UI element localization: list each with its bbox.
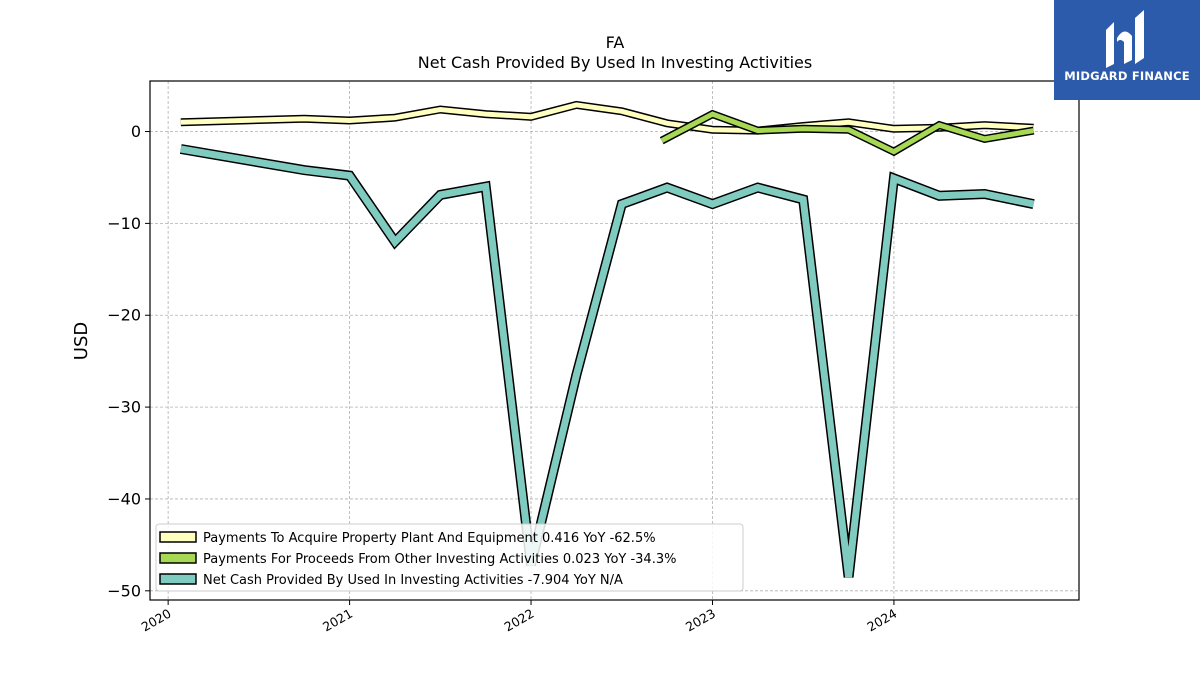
y-tick-label: 0 — [131, 122, 141, 141]
plot-frame — [149, 80, 1080, 601]
legend: Payments To Acquire Property Plant And E… — [155, 523, 744, 592]
y-tick-label: −10 — [107, 214, 141, 233]
series-line — [180, 145, 1035, 578]
legend-label: Payments For Proceeds From Other Investi… — [203, 552, 676, 567]
series-line — [660, 111, 1035, 155]
axes — [145, 80, 1080, 605]
chart-subtitle: Net Cash Provided By Used In Investing A… — [418, 53, 812, 72]
series-line-outline — [179, 144, 1035, 578]
x-tick-label: 2022 — [501, 606, 536, 635]
y-tick-label: −20 — [107, 306, 141, 325]
legend-swatch — [159, 531, 197, 543]
series-3 — [179, 144, 1035, 578]
series-layer — [179, 100, 1035, 578]
y-tick-label: −30 — [107, 398, 141, 417]
y-tick-label: −40 — [107, 489, 141, 508]
legend-label: Payments To Acquire Property Plant And E… — [203, 531, 656, 546]
midgard-finance-logo: MIDGARD FINANCE — [1054, 0, 1200, 100]
grid-lines — [150, 81, 1079, 600]
x-tick-label: 2020 — [139, 606, 174, 635]
y-tick-label: −50 — [107, 581, 141, 600]
series-1 — [180, 100, 1034, 135]
legend-item: Payments For Proceeds From Other Investi… — [159, 552, 676, 567]
series-line — [180, 102, 1034, 134]
series-2 — [659, 109, 1035, 157]
logo-mark-icon — [1106, 10, 1144, 68]
legend-item: Payments To Acquire Property Plant And E… — [159, 531, 656, 546]
legend-swatch — [159, 552, 197, 564]
x-tick-label: 2021 — [320, 606, 355, 635]
legend-item: Net Cash Provided By Used In Investing A… — [159, 573, 623, 588]
x-tick-label: 2023 — [683, 606, 718, 635]
logo-text: MIDGARD FINANCE — [1064, 69, 1190, 83]
legend-swatch — [159, 573, 197, 585]
x-tick-label: 2024 — [864, 606, 899, 635]
legend-label: Net Cash Provided By Used In Investing A… — [203, 573, 623, 588]
legend-box — [155, 523, 744, 592]
y-axis-label: USD — [71, 322, 92, 360]
chart-title: FA — [606, 33, 625, 52]
